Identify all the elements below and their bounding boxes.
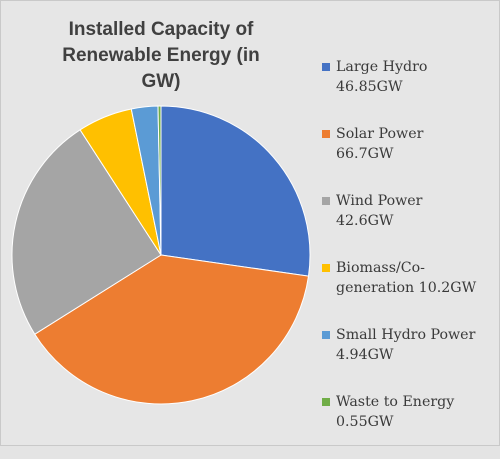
legend-swatch-icon [322,130,330,138]
pie-slice-waste-to-energy [157,105,162,256]
legend-swatch-icon [322,197,330,205]
legend-item-waste-to-energy: Waste to Energy 0.55GW [313,392,500,459]
legend-item-solar-power: Solar Power 66.7GW [313,124,500,191]
chart-title: Installed Capacity of Renewable Energy (… [62,19,260,92]
legend-label: Large Hydro 46.85GW [336,59,428,95]
pie-slice-wind-power [11,129,162,335]
legend-label: Solar Power 66.7GW [336,126,424,162]
legend-label: Small Hydro Power 4.94GW [336,327,476,363]
pie-slice-large-hydro [160,105,311,277]
legend-label: Biomass/Co- generation 10.2GW [336,260,477,296]
legend-swatch-icon [322,398,330,406]
pie-slice-solar-power [34,254,310,405]
legend-item-small-hydro-power: Small Hydro Power 4.94GW [313,325,500,392]
legend-item-biomass-co-generation: Biomass/Co- generation 10.2GW [313,258,500,325]
legend-item-large-hydro: Large Hydro 46.85GW [313,57,500,124]
chart-legend: Large Hydro 46.85GW Solar Power 66.7GW Win… [313,57,500,459]
legend-swatch-icon [322,63,330,71]
legend-label: Waste to Energy 0.55GW [336,394,455,430]
legend-item-wind-power: Wind Power 42.6GW [313,191,500,258]
chart-area: Installed Capacity of Renewable Energy (… [0,0,500,446]
legend-swatch-icon [322,264,330,272]
legend-swatch-icon [322,331,330,339]
legend-label: Wind Power 42.6GW [336,193,423,229]
pie-chart [11,105,311,405]
